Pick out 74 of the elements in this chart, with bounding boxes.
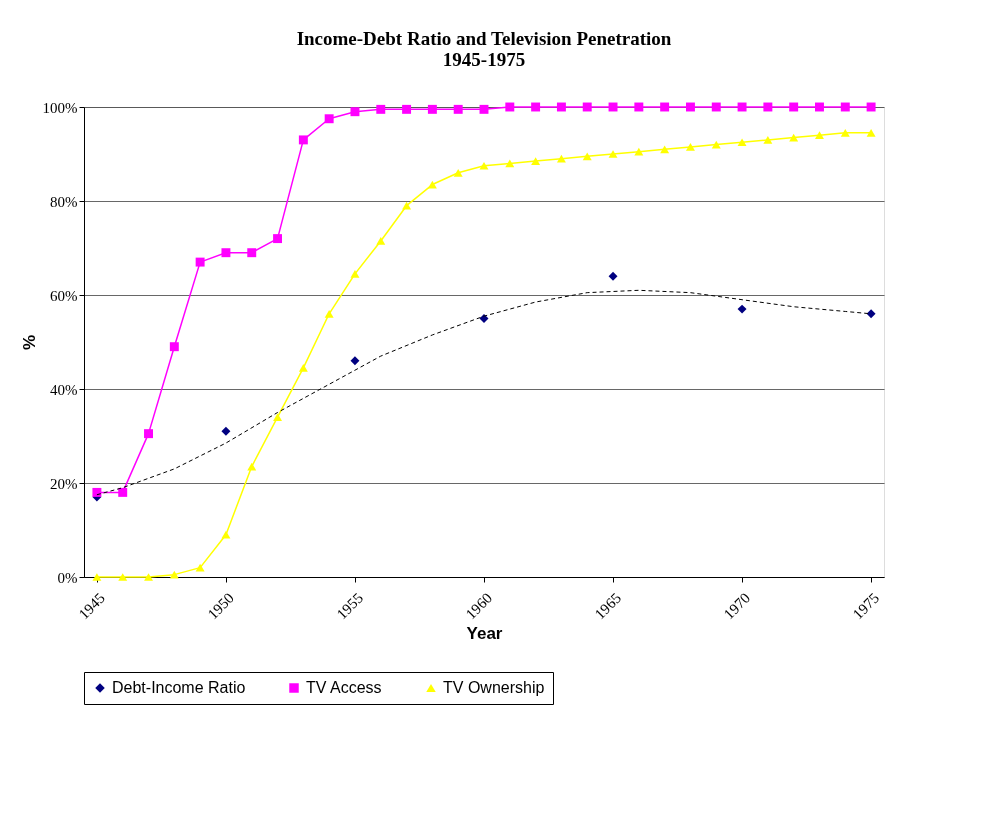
point [737,138,747,147]
point [479,104,489,114]
y-tick-label: 80% [50,193,78,210]
point [866,128,876,137]
point [634,147,644,156]
point [273,413,283,422]
chart-title: Income-Debt Ratio and Television Penetration 1945-1975 [296,28,672,70]
point [685,102,695,112]
point [763,102,773,112]
point [582,152,592,161]
point [453,104,463,114]
point [324,114,334,124]
point [685,143,695,151]
x-axis-title: Year [466,624,503,644]
point [350,356,360,366]
point [556,154,566,163]
point [298,135,308,145]
point [815,131,824,140]
point [479,161,489,170]
point [221,530,231,539]
point [92,487,102,497]
point [789,102,799,112]
point [402,201,412,210]
y-tick-label: 60% [50,287,78,304]
point [608,102,618,112]
point [453,168,463,177]
point [118,487,128,497]
point [763,136,773,144]
y-tick-label: 40% [50,381,78,398]
point [324,309,334,318]
point [737,102,747,112]
y-tick-label: 100% [42,99,78,116]
point [221,248,231,258]
point [531,157,541,165]
y-tick-label: 20% [50,475,78,492]
y-tick-label: 0% [57,569,78,586]
point [866,102,876,112]
point [660,145,670,154]
point [144,573,153,581]
point [634,102,644,112]
point [815,102,824,112]
point [92,573,102,581]
point [273,234,283,244]
y-axis-title: % [19,334,39,351]
point [376,237,386,245]
point [195,257,205,267]
point [737,304,747,314]
point [247,248,257,258]
point [169,570,179,579]
point [840,128,850,137]
point [402,104,412,114]
point [350,107,360,117]
point [505,159,515,168]
point [298,363,308,372]
point [711,102,721,112]
point [840,102,850,112]
point [505,102,515,112]
legend-label: Debt-Income Ratio [112,679,246,696]
point [350,269,360,278]
point [556,102,566,112]
legend-label: TV Access [306,679,382,696]
point [427,104,437,114]
legend-label: TV Ownership [443,679,545,696]
point [376,104,386,114]
point [221,426,231,436]
point [866,309,876,319]
point [118,573,128,581]
point [531,102,541,112]
point [660,102,670,112]
point [144,429,153,439]
point [608,271,618,281]
point [582,102,592,112]
point [169,342,179,352]
point [608,150,618,158]
